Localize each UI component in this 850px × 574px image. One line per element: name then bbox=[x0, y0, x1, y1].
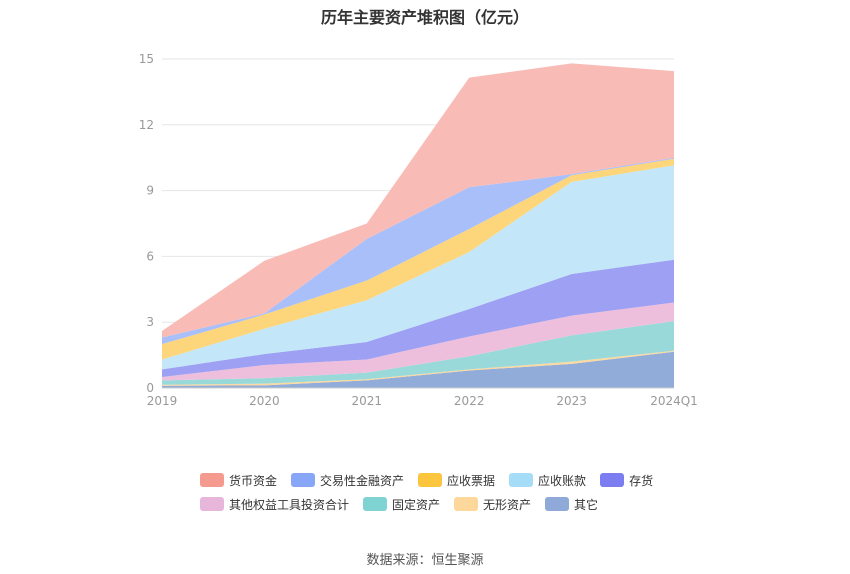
legend-label: 其他权益工具投资合计 bbox=[229, 497, 350, 512]
x-tick-label: 2021 bbox=[352, 394, 383, 408]
y-tick-label: 9 bbox=[146, 184, 154, 198]
x-tick-label: 2020 bbox=[249, 394, 280, 408]
legend-item[interactable]: 其他权益工具投资合计 bbox=[200, 496, 349, 512]
legend-item[interactable]: 存货 bbox=[600, 472, 653, 488]
legend-item[interactable]: 交易性金融资产 bbox=[291, 472, 404, 488]
legend-item[interactable]: 固定资产 bbox=[363, 496, 440, 512]
y-tick-label: 0 bbox=[146, 381, 154, 395]
legend-swatch bbox=[600, 473, 625, 487]
area-series-5 bbox=[162, 165, 674, 370]
legend-label: 其它 bbox=[574, 497, 599, 512]
legend-label: 固定资产 bbox=[392, 497, 441, 512]
y-tick-label: 15 bbox=[139, 52, 154, 66]
legend-swatch bbox=[545, 497, 570, 511]
chart-legend: 货币资金 交易性金融资产 应收票据 应收账款 存货其他权益工具投资合计 固定资产 无形资产 其… bbox=[200, 472, 660, 512]
area-series-2 bbox=[162, 321, 674, 385]
x-tick-label: 2023 bbox=[556, 394, 587, 408]
x-tick-label: 2022 bbox=[454, 394, 485, 408]
legend-swatch bbox=[509, 473, 534, 487]
legend-label: 无形资产 bbox=[483, 497, 532, 512]
area-series-7 bbox=[162, 157, 674, 345]
legend-swatch bbox=[363, 497, 388, 511]
area-series-6 bbox=[162, 158, 674, 360]
area-series-0 bbox=[162, 351, 674, 388]
legend-label: 交易性金融资产 bbox=[320, 473, 405, 488]
legend-label: 应收账款 bbox=[538, 473, 587, 488]
legend-item[interactable]: 无形资产 bbox=[454, 496, 531, 512]
legend-swatch bbox=[418, 473, 443, 487]
area-series-4 bbox=[162, 259, 674, 378]
y-tick-label: 12 bbox=[139, 118, 154, 132]
y-tick-label: 3 bbox=[146, 315, 154, 329]
legend-item[interactable]: 其它 bbox=[545, 496, 598, 512]
data-source-note: 数据来源：恒生聚源 bbox=[366, 553, 484, 568]
y-tick-label: 6 bbox=[146, 249, 154, 263]
legend-label: 存货 bbox=[629, 473, 654, 488]
legend-swatch bbox=[200, 473, 224, 487]
legend-swatch bbox=[291, 473, 316, 487]
area-series-8 bbox=[162, 63, 674, 338]
legend-item[interactable]: 应收账款 bbox=[509, 472, 586, 488]
legend-label: 应收票据 bbox=[447, 473, 496, 488]
legend-item[interactable]: 应收票据 bbox=[418, 472, 495, 488]
area-series-3 bbox=[162, 302, 674, 381]
legend-item[interactable]: 货币资金 bbox=[200, 472, 277, 488]
legend-swatch bbox=[454, 497, 479, 511]
x-tick-label: 2019 bbox=[147, 394, 178, 408]
legend-swatch bbox=[200, 497, 224, 511]
chart-title: 历年主要资产堆积图（亿元） bbox=[320, 8, 529, 27]
legend-label: 货币资金 bbox=[229, 473, 278, 488]
x-tick-label: 2024Q1 bbox=[650, 394, 698, 408]
